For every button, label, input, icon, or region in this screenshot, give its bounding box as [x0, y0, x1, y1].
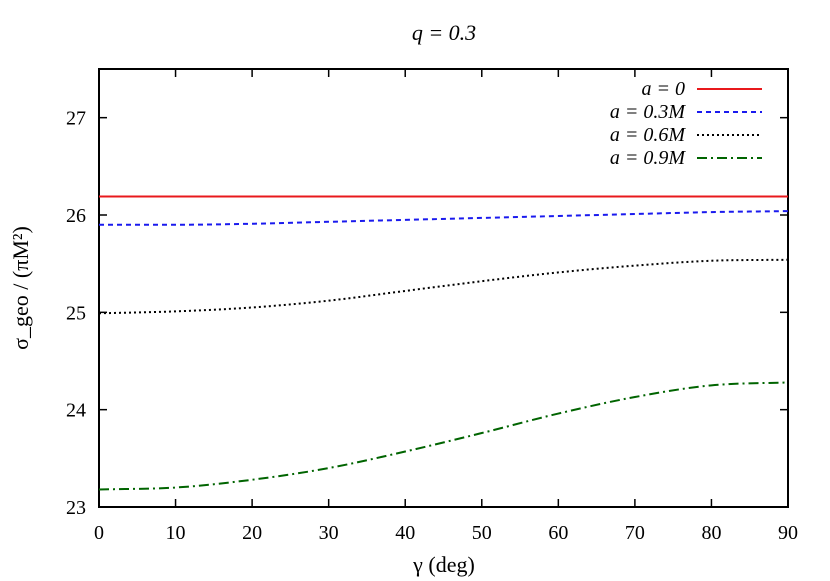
- x-tick-label: 60: [548, 522, 568, 544]
- x-tick-label: 80: [701, 522, 721, 544]
- x-tick-label: 70: [625, 522, 645, 544]
- x-tick-label: 40: [395, 522, 415, 544]
- x-tick-label: 10: [166, 522, 186, 544]
- series-line-2: [99, 210, 789, 226]
- legend-label-2: a = 0.3M: [610, 101, 686, 123]
- x-tick-label: 30: [319, 522, 339, 544]
- legend-label-1: a = 0: [642, 78, 686, 100]
- legend: a = 0a = 0.3Ma = 0.6Ma = 0.9M: [610, 78, 762, 169]
- legend-label-4: a = 0.9M: [610, 147, 686, 169]
- x-tick-label: 50: [472, 522, 492, 544]
- x-axis-label: γ (deg): [412, 552, 475, 577]
- x-tick-label: 90: [778, 522, 798, 544]
- plot-area: [98, 68, 789, 508]
- x-tick-label: 0: [94, 522, 104, 544]
- series-layer: [98, 195, 789, 491]
- series-line-3: [98, 258, 789, 315]
- y-axis-label: σ_geo / (πM²): [8, 226, 33, 350]
- series-line-4: [98, 381, 789, 491]
- y-tick-label: 25: [66, 302, 86, 324]
- x-tick-label: 20: [242, 522, 262, 544]
- y-tick-label: 23: [66, 497, 86, 519]
- axes-layer: 0 10 20 30 40 50 60 70 80 90 23 24 25 26 27: [66, 69, 798, 544]
- y-tick-label: 27: [66, 108, 86, 130]
- y-tick-label: 26: [66, 205, 86, 227]
- legend-label-3: a = 0.6M: [610, 124, 686, 146]
- plot-frame: [98, 68, 789, 508]
- y-tick-label: 24: [66, 400, 86, 422]
- chart-title: q = 0.3: [412, 20, 476, 45]
